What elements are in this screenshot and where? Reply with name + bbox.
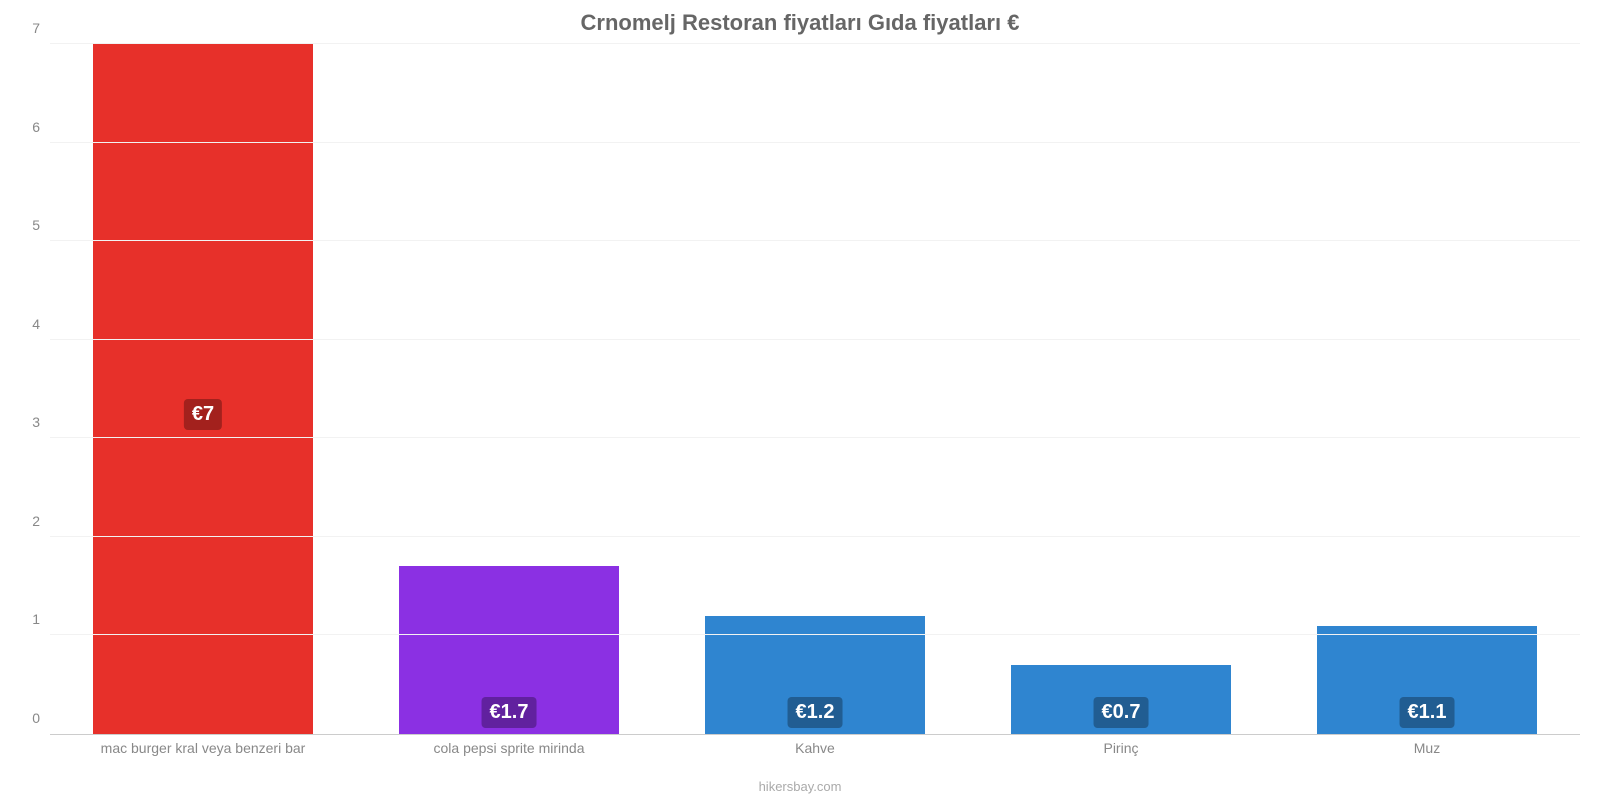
grid-line <box>50 437 1580 438</box>
bar-slot: €0.7 <box>968 44 1274 734</box>
bar-slot: €1.7 <box>356 44 662 734</box>
y-axis-tick: 0 <box>0 710 50 726</box>
chart-credit: hikersbay.com <box>0 779 1600 794</box>
chart-container: Crnomelj Restoran fiyatları Gıda fiyatla… <box>0 0 1600 800</box>
x-axis-labels: mac burger kral veya benzeri barcola pep… <box>50 740 1580 756</box>
bar-value-label: €1.1 <box>1400 697 1455 728</box>
y-axis-tick: 6 <box>0 119 50 135</box>
bar: €7 <box>93 44 313 734</box>
bar-value-label: €1.7 <box>482 697 537 728</box>
x-axis-label: Pirinç <box>968 740 1274 756</box>
y-axis-tick: 1 <box>0 611 50 627</box>
bar: €1.7 <box>399 566 619 734</box>
y-axis-tick: 7 <box>0 20 50 36</box>
grid-line <box>50 43 1580 44</box>
bar-slot: €1.2 <box>662 44 968 734</box>
bar: €0.7 <box>1011 665 1231 734</box>
grid-line <box>50 240 1580 241</box>
chart-title: Crnomelj Restoran fiyatları Gıda fiyatla… <box>0 10 1600 36</box>
grid-line <box>50 339 1580 340</box>
bar-slot: €1.1 <box>1274 44 1580 734</box>
bar-slot: €7 <box>50 44 356 734</box>
y-axis-tick: 2 <box>0 513 50 529</box>
x-axis-label: Muz <box>1274 740 1580 756</box>
x-axis-label: mac burger kral veya benzeri bar <box>50 740 356 756</box>
grid-line <box>50 142 1580 143</box>
bar: €1.1 <box>1317 626 1537 734</box>
plot-area: €7€1.7€1.2€0.7€1.1 01234567 <box>50 44 1580 735</box>
bar-value-label: €7 <box>184 399 222 430</box>
bars-layer: €7 €1.7 €1.2 €0.7 €1.1 <box>50 44 1580 734</box>
bar-value-label: €0.7 <box>1094 697 1149 728</box>
x-axis-label: Kahve <box>662 740 968 756</box>
x-axis-label: cola pepsi sprite mirinda <box>356 740 662 756</box>
bar-value-label: €1.2 <box>788 697 843 728</box>
grid-line <box>50 536 1580 537</box>
y-axis-tick: 5 <box>0 217 50 233</box>
grid-line <box>50 634 1580 635</box>
y-axis-tick: 3 <box>0 414 50 430</box>
y-axis-tick: 4 <box>0 316 50 332</box>
